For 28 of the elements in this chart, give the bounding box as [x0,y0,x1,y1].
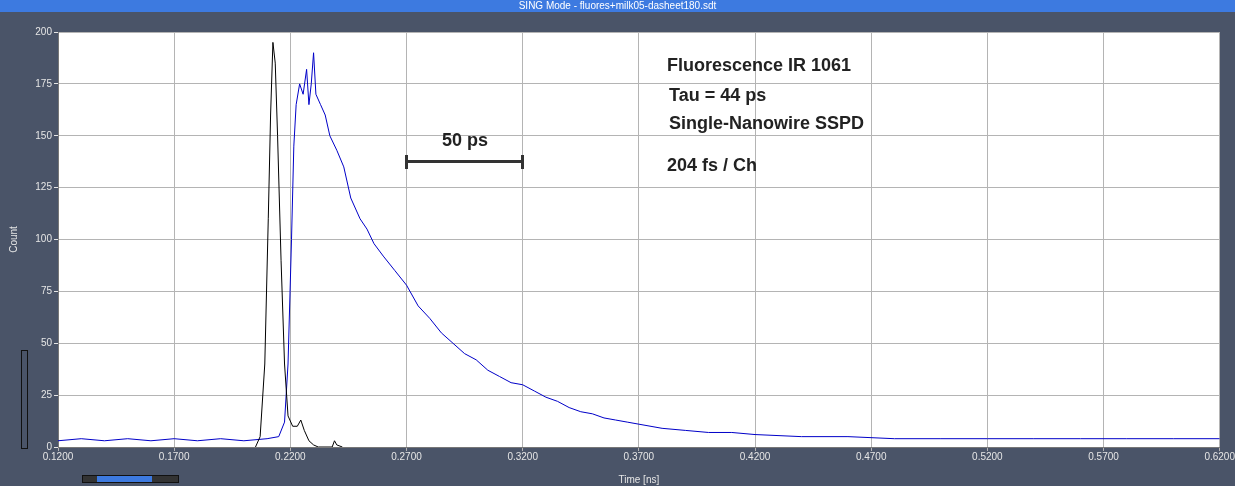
annotation: 204 fs / Ch [667,154,758,176]
annotation: Single-Nanowire SSPD [669,112,865,134]
x-tick-label: 0.4700 [855,450,887,462]
x-tick-label: 0.1700 [158,450,190,462]
x-tick-label: 0.1200 [42,450,74,462]
y-axis-title: Count [7,225,19,253]
annotation: Tau = 44 ps [669,84,767,106]
x-tick-label: 0.3200 [507,450,539,462]
x-tick-label: 0.6200 [1204,450,1235,462]
y-tick-label: 75 [40,285,53,297]
x-tick-label: 0.2700 [391,450,423,462]
y-tick-label: 50 [40,337,53,348]
y-tick-label: 25 [40,388,53,400]
annotation: Fluorescence IR 1061 [667,54,852,76]
x-tick-label: 0.5700 [1088,450,1120,462]
y-tick-label: 175 [35,77,53,89]
y-tick-label: 0 [46,440,53,452]
x-tick-label: 0.2200 [275,450,307,462]
x-tick-label: 0.4200 [739,450,771,462]
chart-title: SING Mode - fluores+milk05-dasheet180.sdt [0,0,1235,12]
y-tick-label: 100 [35,233,53,245]
x-axis-title: Time [ns] [618,473,660,485]
y-tick-label: 150 [35,129,53,141]
y-tick-label: 125 [35,181,53,193]
x-tick-label: 0.5200 [972,450,1004,462]
x-tick-label: 0.3700 [623,450,655,462]
annotation: 50 ps [441,129,489,151]
y-tick-label: 200 [35,25,53,37]
